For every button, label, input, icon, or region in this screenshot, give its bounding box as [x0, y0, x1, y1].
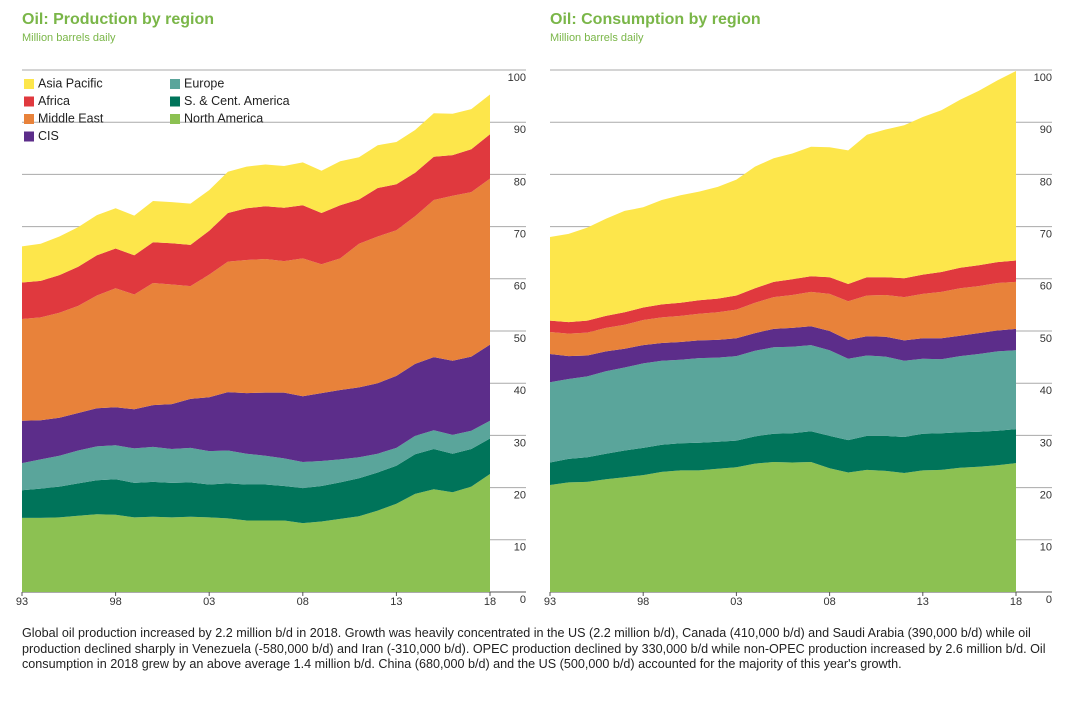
legend-swatch [170, 79, 180, 89]
legend-swatch [24, 96, 34, 107]
area: CIS [550, 326, 1016, 383]
legend-label: Africa [38, 94, 70, 108]
y-tick-label: 0 [1046, 594, 1052, 606]
legend-swatch [24, 131, 34, 142]
legend-label: Asia Pacific [38, 76, 103, 90]
area: North America [550, 462, 1016, 592]
x-tick-label: 98 [109, 596, 121, 608]
y-tick-label: 40 [1040, 385, 1052, 397]
y-tick-label: 60 [514, 281, 526, 293]
chart-title: Oil: Production by region [22, 11, 214, 28]
area: Europe [22, 420, 490, 491]
legend-label: CIS [38, 129, 59, 143]
x-tick-label: 03 [203, 596, 215, 608]
caption: Global oil production increased by 2.2 m… [22, 626, 1046, 671]
legend-swatch [170, 114, 180, 124]
y-tick-label: 50 [1040, 333, 1052, 345]
x-tick-label: 18 [484, 596, 496, 608]
x-tick-label: 03 [730, 596, 742, 608]
x-tick-label: 93 [544, 596, 556, 608]
y-tick-label: 40 [514, 385, 526, 397]
legend-label: S. & Cent. America [184, 94, 290, 108]
y-tick-label: 80 [1040, 176, 1052, 188]
y-tick-label: 100 [1034, 72, 1052, 84]
y-tick-label: 90 [1040, 124, 1052, 136]
area: CIS [22, 344, 490, 464]
x-tick-label: 13 [390, 596, 402, 608]
area: Asia Pacific [550, 71, 1016, 323]
area: Asia Pacific [22, 94, 490, 283]
area: North America [22, 474, 490, 592]
y-tick-label: 20 [1040, 490, 1052, 502]
x-tick-label: 08 [297, 596, 309, 608]
area: Europe [550, 345, 1016, 463]
x-tick-label: 08 [823, 596, 835, 608]
area: Middle East [22, 178, 490, 421]
y-tick-label: 10 [1040, 542, 1052, 554]
area: S. & Cent. America [550, 429, 1016, 485]
legend-label: Europe [184, 76, 224, 90]
x-tick-label: 98 [637, 596, 649, 608]
chart-subtitle: Million barrels daily [22, 32, 116, 44]
legend-label: Middle East [38, 111, 104, 125]
y-tick-label: 60 [1040, 281, 1052, 293]
x-tick-label: 13 [917, 596, 929, 608]
x-tick-label: 18 [1010, 596, 1022, 608]
area: Middle East [550, 281, 1016, 357]
area: Africa [550, 260, 1016, 334]
legend-swatch [24, 114, 34, 124]
area: S. & Cent. America [22, 438, 490, 524]
area: Africa [22, 134, 490, 319]
y-tick-label: 70 [514, 229, 526, 241]
legend-swatch [24, 79, 34, 89]
y-tick-label: 50 [514, 333, 526, 345]
y-tick-label: 30 [1040, 437, 1052, 449]
legend-label: North America [184, 111, 263, 125]
charts: Oil: Production by region Million barrels… [16, 11, 1052, 608]
y-tick-label: 80 [514, 176, 526, 188]
chart-title: Oil: Consumption by region [550, 11, 761, 28]
y-tick-label: 100 [508, 72, 526, 84]
x-tick-label: 93 [16, 596, 28, 608]
y-tick-label: 70 [1040, 229, 1052, 241]
y-tick-label: 20 [514, 490, 526, 502]
legend-swatch [170, 96, 180, 107]
y-tick-label: 10 [514, 542, 526, 554]
y-tick-label: 90 [514, 124, 526, 136]
chart-subtitle: Million barrels daily [550, 32, 644, 44]
y-tick-label: 0 [520, 594, 526, 606]
y-tick-label: 30 [514, 437, 526, 449]
